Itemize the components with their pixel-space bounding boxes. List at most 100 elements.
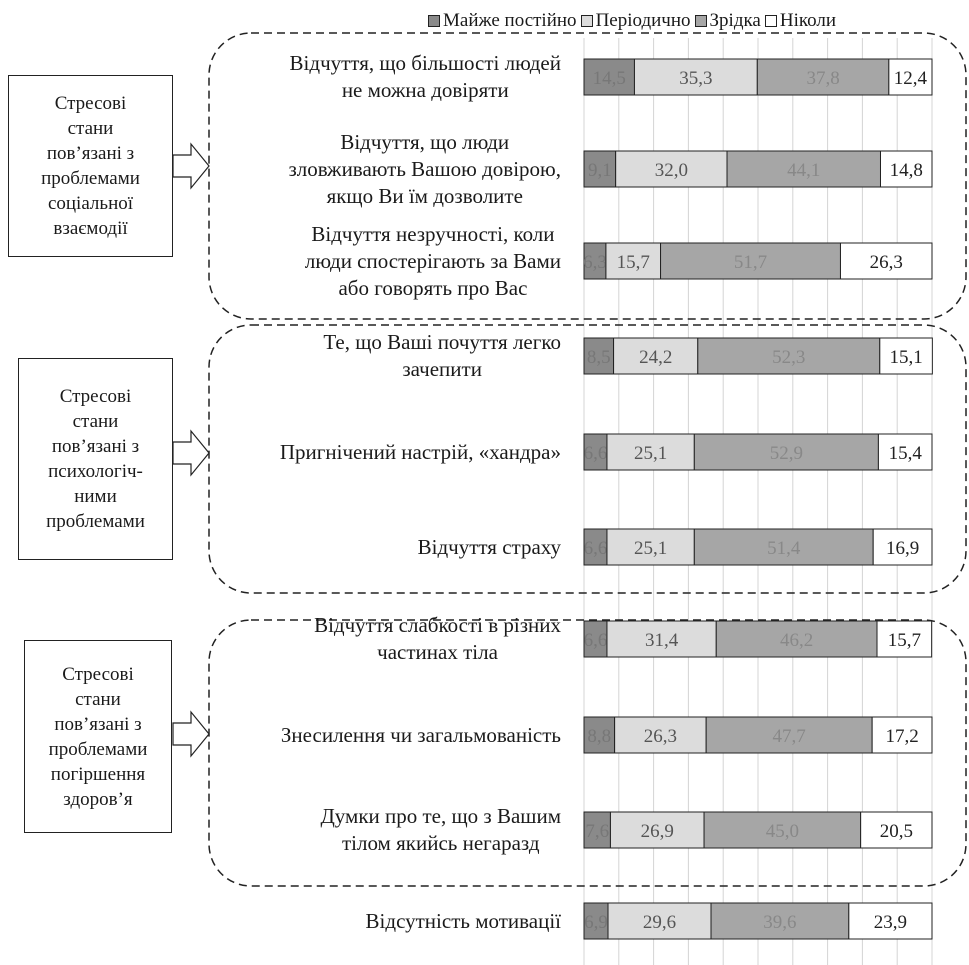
legend-swatch — [428, 15, 440, 27]
bar-segment — [710, 902, 850, 940]
group-label-line: психологіч- — [48, 461, 143, 482]
value-label: 26,3 — [644, 726, 677, 747]
category-label: Відчуття, що більшості людей не можна дов… — [290, 50, 561, 104]
value-label: 51,7 — [734, 252, 767, 273]
bar-segment — [693, 528, 874, 566]
group-label-line: погіршення — [50, 763, 146, 785]
bar-segment — [848, 902, 933, 940]
group-label-box: Стресові стани пов’язані з проблемами соціал… — [8, 75, 173, 257]
bar-segment — [583, 337, 615, 375]
legend-item: Ніколи — [764, 10, 836, 32]
bar-segment — [871, 716, 933, 754]
group-label-line: проблемами — [41, 168, 140, 189]
bar-segment — [614, 716, 707, 754]
category-label-line: Пригнічений настрій, «хандра» — [279, 439, 561, 464]
category-label-line: Відчуття слабкості в різних — [314, 613, 561, 637]
value-label: 12,4 — [894, 68, 928, 89]
value-label: 26,9 — [641, 821, 674, 842]
bar-segment — [703, 811, 862, 849]
group-label-line: соціальної — [47, 193, 134, 214]
value-label: 37,8 — [806, 68, 839, 89]
group-label-line: пов’язані з — [46, 143, 135, 164]
category-label: Відчуття, що люди зловживають Вашою довір… — [288, 129, 561, 210]
category-label-line: якщо Ви їм дозволите — [326, 183, 523, 208]
category-label-line: Відчуття незручності, коли — [311, 221, 555, 246]
group-label-line: проблемами — [46, 511, 145, 532]
value-label: 32,0 — [655, 160, 688, 181]
bar-segment — [583, 716, 616, 754]
value-label: 52,9 — [770, 443, 803, 464]
legend-swatch — [764, 15, 777, 27]
category-label-line: Відчуття, що більшості людей — [289, 51, 561, 75]
legend-swatch — [580, 15, 593, 27]
category-label-line: Думки про те, що з Вашим — [320, 804, 561, 828]
group-label-box: Стресові стани пов’язані з психологіч-ними п… — [18, 358, 173, 560]
legend-item: Зрідка — [694, 10, 761, 32]
category-label-line: Відчуття страху — [417, 534, 561, 559]
group-label-line: Стресові — [54, 93, 127, 114]
value-label: 15,1 — [889, 347, 922, 368]
bar-segment — [615, 150, 728, 188]
bar-segment — [860, 811, 933, 849]
category-label: Відчуття страху — [418, 534, 561, 561]
bar-segment — [756, 58, 890, 96]
group-label-line: взаємодії — [53, 218, 128, 239]
value-label: 52,3 — [772, 347, 805, 368]
category-label: Те, що Ваші почуття легко зачепити — [323, 329, 561, 383]
value-label: 9,1 — [588, 160, 612, 181]
value-label: 6,6 — [584, 538, 608, 559]
arrow-icon — [172, 710, 210, 758]
category-label-line: тілом якийсь негаразд — [341, 831, 540, 855]
group-label-line: проблемами — [48, 738, 148, 760]
bar-segment — [609, 811, 705, 849]
bar-segment — [876, 620, 933, 658]
category-label: Відсутність мотивації — [366, 908, 561, 935]
legend-item: Періодично — [580, 10, 691, 32]
value-label: 31,4 — [645, 630, 679, 651]
bar-segment — [607, 902, 712, 940]
value-label: 35,3 — [679, 68, 712, 89]
category-label: Пригнічений настрій, «хандра» — [280, 439, 561, 466]
value-label: 16,9 — [886, 538, 919, 559]
value-label: 39,6 — [763, 912, 796, 933]
group-label-line: пов’язані з — [51, 436, 140, 457]
category-label-line: не можна довіряти — [341, 78, 509, 102]
value-label: 29,6 — [643, 912, 676, 933]
bar-segment — [613, 337, 699, 375]
bar-segment — [872, 528, 933, 566]
value-label: 44,1 — [787, 160, 820, 181]
value-label: 46,2 — [780, 630, 813, 651]
category-label-line: частинах тіла — [377, 640, 498, 664]
bar-segment — [888, 58, 933, 96]
bar-segment — [693, 433, 879, 471]
value-label: 15,7 — [888, 630, 921, 651]
value-label: 7,6 — [585, 821, 609, 842]
value-label: 17,2 — [885, 726, 918, 747]
value-label: 15,7 — [617, 252, 650, 273]
bar-segment — [726, 150, 881, 188]
category-label-line: Знесилення чи загальмованість — [280, 722, 561, 747]
category-label: Відчуття слабкості в різних частинах тіла — [314, 612, 561, 666]
value-label: 51,4 — [767, 538, 801, 559]
bar-segment — [583, 58, 635, 96]
category-label-line: люди спостерігають за Вами — [304, 248, 561, 273]
category-label: Відчуття незручності, коли люди спостеріг… — [305, 221, 561, 302]
value-label: 15,4 — [889, 443, 923, 464]
legend-label: Майже постійно — [443, 10, 577, 31]
value-label: 23,9 — [874, 912, 907, 933]
legend-swatch — [694, 15, 707, 27]
value-label: 6,3 — [583, 252, 607, 273]
value-label: 20,5 — [880, 821, 913, 842]
value-label: 14,5 — [593, 68, 626, 89]
category-label-line: або говорять про Вас — [338, 275, 528, 300]
group-label-line: стани — [67, 118, 114, 139]
value-label: 26,3 — [870, 252, 903, 273]
legend-label: Періодично — [595, 10, 691, 31]
group-label-line: Стресові — [59, 386, 132, 407]
bar-segment — [660, 242, 841, 280]
category-label-line: Відчуття, що люди — [340, 129, 510, 154]
group-label-line: Стресові — [62, 663, 134, 685]
value-label: 45,0 — [766, 821, 799, 842]
group-label-line: стани — [75, 688, 121, 710]
